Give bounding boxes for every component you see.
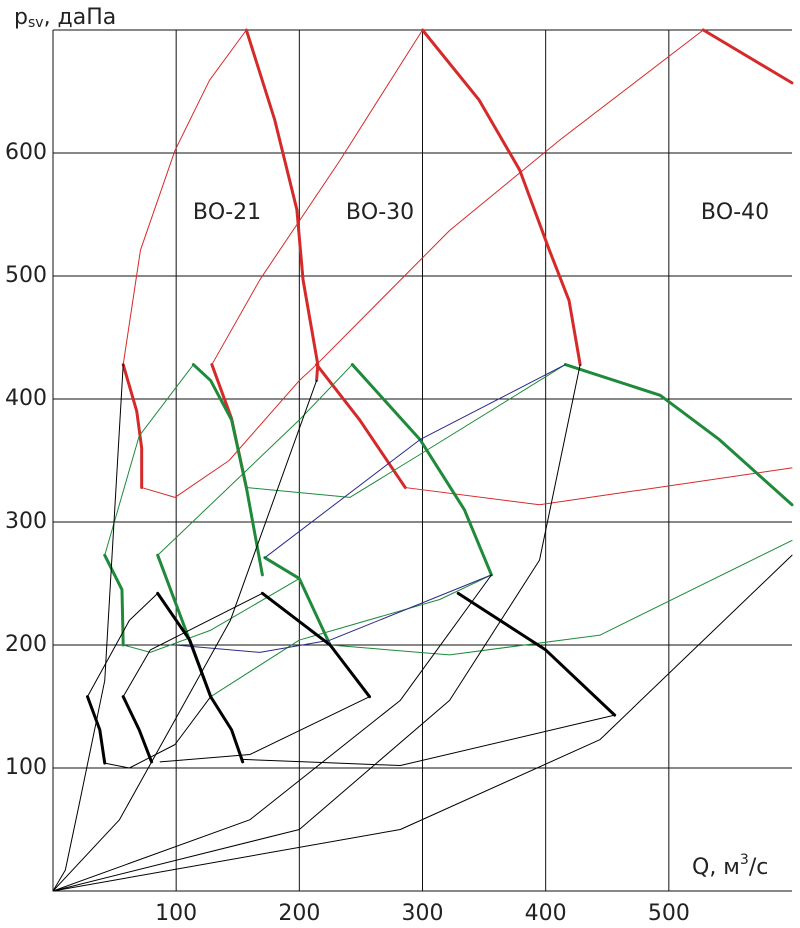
curve bbox=[211, 29, 423, 366]
curve bbox=[242, 714, 616, 767]
curve bbox=[315, 363, 407, 490]
x-label-rest: /с bbox=[749, 855, 769, 880]
y-tick-label: 500 bbox=[5, 263, 47, 288]
x-label-main: Q, м bbox=[692, 855, 740, 880]
y-label-rest: , даПа bbox=[44, 5, 117, 30]
curve bbox=[316, 29, 704, 366]
curve bbox=[86, 592, 159, 698]
curve bbox=[245, 364, 566, 498]
x-tick-label: 400 bbox=[525, 901, 567, 926]
curve bbox=[209, 695, 245, 764]
curve bbox=[122, 29, 247, 366]
y-tick-label: 300 bbox=[5, 509, 47, 534]
curve bbox=[52, 380, 318, 892]
y-label-main: p bbox=[14, 5, 28, 30]
curve bbox=[210, 574, 492, 698]
curve bbox=[121, 363, 144, 490]
curve bbox=[350, 363, 493, 577]
x-tick-label: 100 bbox=[155, 901, 197, 926]
y-label-sub: sv bbox=[28, 15, 44, 31]
y-tick-label: 100 bbox=[5, 755, 47, 780]
curve bbox=[159, 696, 371, 763]
curve bbox=[103, 553, 125, 647]
curve bbox=[264, 364, 566, 559]
curve bbox=[121, 695, 154, 764]
curve bbox=[104, 696, 212, 769]
curve bbox=[141, 364, 318, 498]
y-tick-label: 600 bbox=[5, 140, 47, 165]
curve bbox=[52, 574, 492, 892]
curve bbox=[104, 364, 194, 556]
curve bbox=[52, 364, 581, 892]
curve bbox=[404, 467, 793, 506]
curve bbox=[563, 363, 794, 507]
y-tick-label: 400 bbox=[5, 386, 47, 411]
y-axis-label: psv, даПа bbox=[14, 5, 116, 31]
x-tick-label: 200 bbox=[278, 901, 320, 926]
curve bbox=[122, 592, 263, 698]
curve bbox=[456, 591, 617, 717]
curve bbox=[191, 363, 264, 577]
x-label-sup: 3 bbox=[740, 852, 749, 868]
curve bbox=[122, 578, 300, 653]
curve bbox=[421, 28, 582, 367]
y-tick-label: 200 bbox=[5, 632, 47, 657]
curve bbox=[85, 695, 107, 765]
x-tick-label: 300 bbox=[402, 901, 444, 926]
curve bbox=[157, 364, 353, 556]
x-tick-label: 500 bbox=[648, 901, 690, 926]
curve bbox=[260, 591, 372, 699]
annotation: ВО-30 bbox=[346, 200, 414, 225]
x-axis-label: Q, м3/с bbox=[692, 852, 768, 880]
curve bbox=[329, 539, 793, 656]
curve bbox=[52, 554, 793, 892]
curve bbox=[701, 28, 794, 85]
curve bbox=[156, 591, 213, 699]
annotation: ВО-40 bbox=[701, 200, 769, 225]
curve bbox=[52, 364, 124, 892]
curve bbox=[174, 574, 492, 653]
annotation: ВО-21 bbox=[193, 200, 261, 225]
